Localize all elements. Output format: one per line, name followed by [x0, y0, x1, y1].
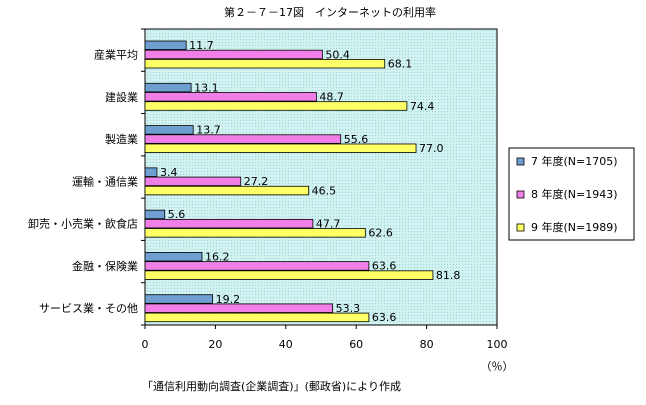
bar — [144, 218, 314, 229]
bar-value-label: 11.7 — [189, 39, 214, 52]
bar — [144, 303, 334, 313]
bar — [144, 92, 317, 102]
bar — [144, 101, 408, 111]
bar-value-label: 50.4 — [325, 48, 350, 61]
bars-layer — [144, 40, 434, 323]
bar-value-label: 48.7 — [319, 91, 344, 104]
bar — [144, 167, 158, 177]
bar — [144, 40, 187, 51]
bar-value-label: 13.1 — [194, 81, 219, 94]
bar-value-label: 46.5 — [312, 184, 337, 197]
x-tick-label: 60 — [349, 338, 363, 351]
bar-value-label: 63.6 — [372, 260, 397, 273]
bar — [144, 176, 242, 187]
bar-value-label: 68.1 — [388, 58, 413, 71]
labels-layer: 産業平均 11.7 50.4 68.1 建設業 13.1 48.7 74.4 製造業 13.7 55… — [28, 39, 460, 324]
bar — [144, 270, 434, 280]
bar-value-label: 16.2 — [205, 251, 230, 264]
legend-swatch — [516, 223, 525, 232]
category-label: 建設業 — [105, 90, 138, 104]
bar-value-label: 13.7 — [196, 124, 221, 137]
bar-value-label: 27.2 — [244, 175, 269, 188]
bar-value-label: 47.7 — [316, 217, 341, 230]
legend-label: 7 年度(N=1705) — [531, 154, 618, 168]
bar — [144, 312, 370, 323]
category-label: 運輸・通信業 — [72, 174, 138, 188]
bar — [144, 59, 386, 69]
axis-layer: 0 20 40 60 80 100 — [141, 28, 508, 351]
x-tick-label: 100 — [487, 338, 508, 351]
bar-value-label: 53.3 — [336, 302, 361, 315]
x-tick-label: 0 — [142, 338, 149, 351]
bar — [144, 82, 192, 93]
category-label: 金融・保険業 — [72, 259, 138, 273]
legend-items: 7 年度(N=1705) 8 年度(N=1943) 9 年度(N=1989) — [516, 154, 618, 234]
bar-value-label: 55.6 — [344, 133, 369, 146]
bar-value-label: 5.6 — [168, 208, 186, 221]
chart-title: 第２－７－17図 インターネットの利用率 — [224, 5, 436, 19]
bar — [144, 252, 203, 262]
x-tick-label: 80 — [420, 338, 434, 351]
legend-swatch — [516, 157, 525, 166]
source-note: 「通信利用動向調査(企業調査)」(郵政省)により作成 — [142, 379, 401, 393]
legend — [508, 147, 635, 241]
bar-value-label: 62.6 — [368, 227, 393, 240]
legend-label: 8 年度(N=1943) — [531, 187, 618, 201]
category-label: 製造業 — [105, 132, 138, 146]
bar-value-label: 81.8 — [436, 269, 461, 282]
x-tick-label: 20 — [208, 338, 222, 351]
bar-value-label: 63.6 — [372, 311, 397, 324]
bar-value-label: 74.4 — [410, 100, 435, 113]
bar-value-label: 3.4 — [160, 166, 178, 179]
bar-value-label: 19.2 — [216, 293, 241, 306]
category-label: 産業平均 — [94, 49, 138, 62]
bar-value-label: 77.0 — [419, 142, 444, 155]
category-label: 卸売・小売業・飲食店 — [28, 217, 138, 231]
bar — [144, 209, 166, 220]
legend-swatch — [516, 190, 525, 199]
bar — [144, 134, 342, 144]
bar — [144, 143, 417, 153]
bar — [144, 261, 370, 271]
bar — [144, 185, 310, 196]
category-label: サービス業・その他 — [39, 302, 138, 315]
bar — [144, 228, 366, 238]
bar — [144, 125, 194, 135]
bar — [144, 49, 323, 60]
legend-label: 9 年度(N=1989) — [531, 220, 618, 234]
bar — [144, 294, 213, 304]
x-tick-label: 40 — [279, 338, 293, 351]
x-axis-unit: （％） — [481, 360, 514, 373]
